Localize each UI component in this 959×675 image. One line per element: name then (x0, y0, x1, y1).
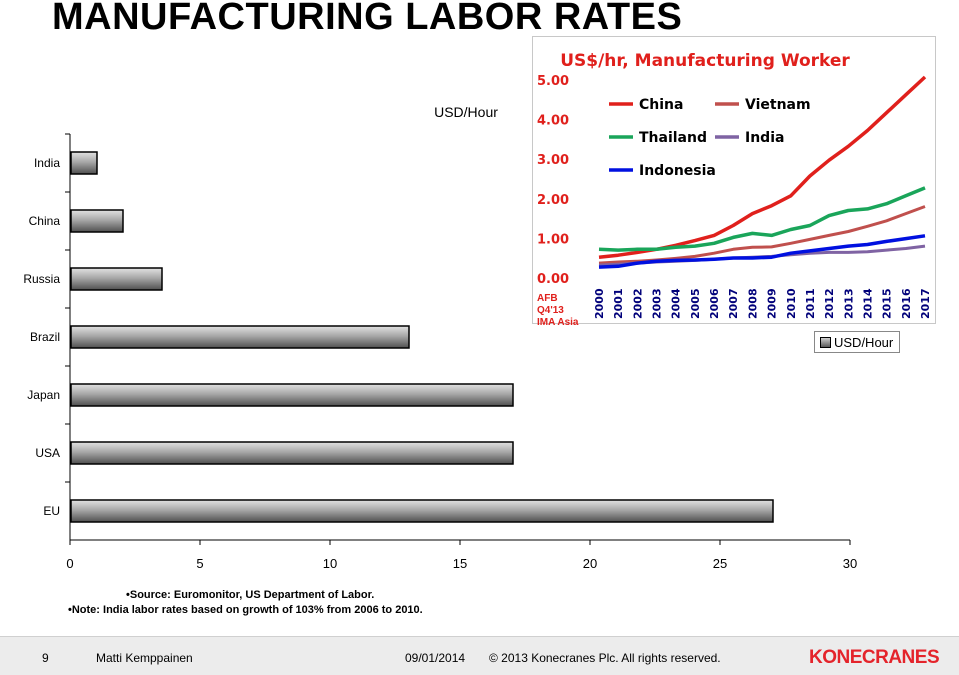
x-tick-label: 2014 (861, 288, 874, 319)
date: 09/01/2014 (405, 651, 466, 665)
legend-label-vietnam: Vietnam (745, 97, 811, 113)
x-tick-label: 25 (713, 556, 727, 571)
x-tick-label: 2011 (804, 288, 817, 319)
category-label: USA (35, 446, 60, 460)
x-tick-label: 20 (583, 556, 597, 571)
bar-russia (70, 267, 163, 291)
line-chart-panel: US$/hr, Manufacturing Worker 0.00 1.00 2.0… (532, 36, 936, 325)
x-tick-label: 2012 (823, 288, 836, 319)
x-tick-label: 2007 (727, 288, 740, 319)
line-chart: US$/hr, Manufacturing Worker 0.00 1.00 2.0… (537, 51, 932, 325)
source-note: •Source: Euromonitor, US Department of L… (126, 589, 375, 601)
footer: 9 Matti Kemppainen 09/01/2014 © 2013 Kon… (0, 636, 959, 675)
source-note: IMA Asia (537, 317, 579, 325)
legend-label-india: India (745, 130, 784, 146)
series-line-thailand (598, 186, 926, 252)
legend-label-thailand: Thailand (639, 130, 707, 146)
x-tick-label: 0 (66, 556, 73, 571)
bar-brazil (70, 325, 410, 349)
bar-chart: USD/Hour India China Russia Brazil Japan USA E… (23, 104, 857, 571)
legend-label-indonesia: Indonesia (639, 163, 716, 179)
category-label: India (34, 156, 60, 170)
line-chart-title: US$/hr, Manufacturing Worker (560, 51, 850, 71)
y-tick-label: 4.00 (537, 114, 569, 129)
x-tick-label: 2006 (708, 288, 721, 319)
y-tick-label: 0.00 (537, 272, 569, 287)
x-tick-label: 2005 (689, 288, 702, 319)
konecranes-logo: KONECRANES (809, 647, 940, 668)
y-tick-label: 2.00 (537, 193, 569, 208)
bar-usa (70, 441, 514, 465)
series-line-indonesia (598, 234, 926, 269)
copyright: © 2013 Konecranes Plc. All rights reserv… (489, 651, 721, 665)
notes: •Source: Euromonitor, US Department of L… (68, 588, 423, 618)
x-tick-label: 2002 (631, 288, 644, 319)
source-note: Q4'13 (537, 305, 564, 316)
legend-label-china: China (639, 97, 683, 113)
bar-chart-legend: USD/Hour (814, 331, 900, 353)
x-tick-label: 10 (323, 556, 337, 571)
x-tick-label: 2008 (746, 288, 759, 319)
x-tick-label: 2004 (670, 288, 683, 319)
bar-japan (70, 383, 514, 407)
page-number: 9 (42, 651, 49, 665)
slide-title: MANUFACTURING LABOR RATES (52, 0, 683, 38)
category-label: EU (43, 504, 60, 518)
x-tick-label: 2016 (900, 288, 913, 319)
category-label: China (29, 214, 61, 228)
category-label: Brazil (30, 330, 60, 344)
bar-india (70, 151, 98, 175)
x-tick-label: 2003 (651, 288, 664, 319)
india-note: •Note: India labor rates based on growth… (68, 604, 423, 616)
bar-eu (70, 499, 774, 523)
source-note: AFB (537, 293, 558, 304)
y-tick-label: 3.00 (537, 153, 569, 168)
category-label: Russia (23, 272, 60, 286)
legend-label: USD/Hour (834, 334, 894, 350)
x-tick-label: 2001 (612, 288, 625, 319)
x-tick-label: 2013 (842, 288, 855, 319)
author: Matti Kemppainen (96, 651, 193, 665)
x-tick-label: 2000 (593, 288, 606, 319)
x-tick-label: 5 (196, 556, 203, 571)
bar-china (70, 209, 124, 233)
y-tick-label: 1.00 (537, 232, 569, 247)
bar-chart-title: USD/Hour (434, 104, 498, 120)
x-tick-label: 2010 (785, 288, 798, 319)
x-tick-label: 2015 (881, 288, 894, 319)
category-label: Japan (27, 388, 60, 402)
x-tick-label: 30 (843, 556, 857, 571)
x-tick-label: 2009 (766, 288, 779, 319)
x-tick-label: 2017 (919, 288, 932, 319)
x-tick-label: 15 (453, 556, 467, 571)
y-tick-label: 5.00 (537, 74, 569, 89)
legend-swatch (820, 336, 831, 348)
